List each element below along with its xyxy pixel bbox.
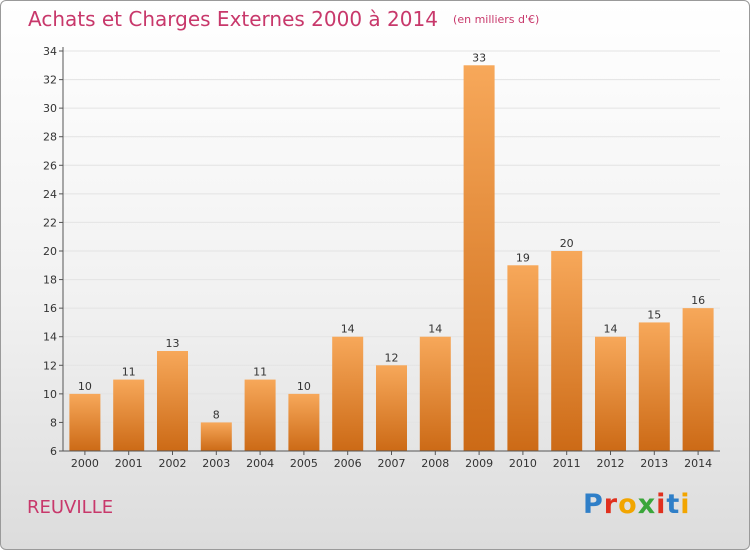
commune-name: REUVILLE	[27, 497, 114, 518]
logo-letter: P	[583, 489, 604, 520]
logo-letter: t	[666, 489, 681, 520]
x-tick-label: 2005	[290, 457, 318, 470]
bar-value-label: 33	[472, 51, 486, 64]
x-tick-label: 2006	[334, 457, 362, 470]
x-tick-label: 2010	[509, 457, 537, 470]
bar-value-label: 19	[516, 251, 530, 264]
y-tick-label: 26	[43, 159, 57, 172]
y-tick-label: 20	[43, 245, 57, 258]
bar-value-label: 16	[691, 294, 705, 307]
bar-value-label: 8	[213, 408, 220, 421]
x-tick-label: 2014	[684, 457, 712, 470]
y-tick-label: 6	[50, 445, 57, 458]
x-tick-label: 2008	[421, 457, 449, 470]
bar	[682, 308, 714, 451]
x-tick-label: 2013	[640, 457, 668, 470]
chart-title: Achats et Charges Externes 2000 à 2014	[28, 7, 438, 31]
x-tick-label: 2012	[597, 457, 625, 470]
logo-letter: i	[656, 489, 667, 520]
y-tick-label: 10	[43, 388, 57, 401]
axes	[59, 47, 720, 455]
bar	[463, 65, 495, 452]
x-tick-label: 2004	[246, 457, 274, 470]
y-tick-label: 22	[43, 216, 57, 229]
bar-value-label: 14	[341, 323, 355, 336]
bar	[69, 393, 101, 451]
chart-unit: (en milliers d'€)	[453, 13, 540, 26]
y-tick-label: 14	[43, 331, 57, 344]
y-tick-label: 34	[43, 45, 57, 58]
logo-letter: i	[680, 489, 691, 520]
bar	[113, 379, 145, 451]
y-tick-label: 32	[43, 74, 57, 87]
bar-value-label: 15	[647, 308, 661, 321]
bar-value-label: 12	[385, 351, 399, 364]
title-row: Achats et Charges Externes 2000 à 2014 (…	[28, 7, 539, 31]
y-tick-label: 12	[43, 359, 57, 372]
x-tick-label: 2007	[378, 457, 406, 470]
labels: 6 8 10 12 14 16 18 20 22 24 26 28 30 32 34 10 2000 11 2001…	[43, 45, 712, 470]
bar	[638, 322, 670, 451]
bar-value-label: 11	[122, 366, 136, 379]
bar-value-label: 13	[166, 337, 180, 350]
y-tick-label: 18	[43, 274, 57, 287]
bars	[69, 65, 714, 452]
bar	[332, 336, 364, 451]
x-tick-label: 2003	[202, 457, 230, 470]
bar	[244, 379, 276, 451]
bar-value-label: 10	[297, 380, 311, 393]
y-tick-label: 24	[43, 188, 57, 201]
bar	[419, 336, 451, 451]
bar	[288, 393, 320, 451]
x-tick-label: 2002	[159, 457, 187, 470]
y-tick-label: 16	[43, 302, 57, 315]
proxiti-logo[interactable]: Proxiti	[583, 489, 691, 520]
y-tick-label: 8	[50, 416, 57, 429]
logo-letter: r	[603, 489, 619, 520]
bar	[551, 251, 583, 451]
logo-letter: x	[637, 489, 657, 520]
bar	[595, 336, 626, 451]
x-tick-label: 2001	[115, 457, 143, 470]
x-tick-label: 2000	[71, 457, 99, 470]
bar-value-label: 11	[253, 366, 267, 379]
bar	[507, 265, 539, 451]
bar-value-label: 20	[560, 237, 574, 250]
logo-letter: o	[618, 489, 638, 520]
bar-value-label: 14	[604, 323, 618, 336]
y-tick-label: 28	[43, 131, 57, 144]
bar-value-label: 10	[78, 380, 92, 393]
x-tick-label: 2011	[553, 457, 581, 470]
x-tick-label: 2009	[465, 457, 493, 470]
bar	[157, 351, 188, 451]
bar	[376, 365, 407, 451]
bar-value-label: 14	[428, 323, 442, 336]
y-tick-label: 30	[43, 102, 57, 115]
bar	[200, 422, 232, 451]
